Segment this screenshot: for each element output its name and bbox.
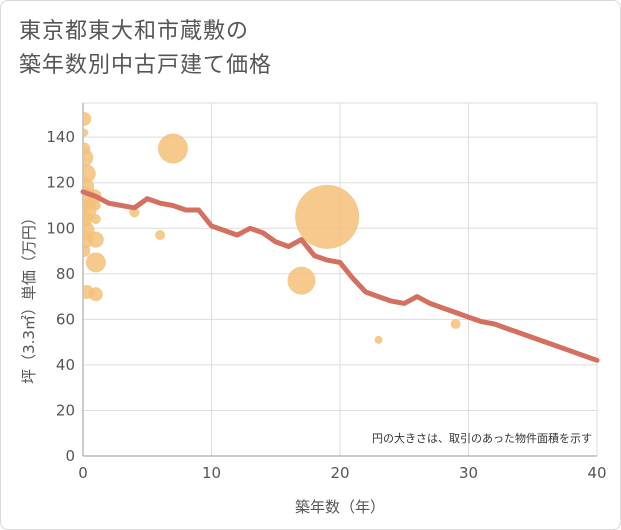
x-tick-label: 0: [78, 464, 88, 482]
tick-labels: 0 20 40 60 80 100 120 140 0 10 20 30 40: [46, 128, 606, 482]
bubble-point: [295, 184, 360, 249]
chart-title-line-2: 築年数別中古戸建て価格: [19, 53, 273, 78]
bubble-point: [450, 318, 461, 329]
x-tick-label: 20: [330, 464, 349, 482]
x-tick-label: 30: [459, 464, 478, 482]
bubble-point: [85, 252, 106, 273]
bubble-point: [83, 245, 91, 258]
y-tick-label: 140: [46, 128, 75, 146]
bubble-point: [90, 200, 101, 211]
chart-title-line-1: 東京都東大和市蔵敷の: [19, 19, 250, 44]
y-tick-label: 20: [56, 401, 75, 419]
y-axis-title: 坪（3.3㎡）単価（万円）: [20, 210, 38, 384]
bubble-point: [374, 335, 383, 344]
bubble-point: [83, 128, 89, 137]
bubble-size-note: 円の大きさは、取引のあった物件面積を示す: [372, 431, 592, 445]
bubble-point: [83, 148, 94, 167]
bubble-point: [155, 230, 166, 241]
bubble-point: [83, 111, 92, 126]
x-axis-title: 築年数（年）: [295, 498, 385, 516]
y-tick-label: 120: [46, 174, 75, 192]
y-tick-label: 60: [56, 310, 75, 328]
bubble-point: [90, 214, 101, 225]
bubble-point: [87, 231, 104, 248]
x-tick-label: 10: [202, 464, 221, 482]
trend-line-group: [80, 189, 600, 363]
y-tick-label: 100: [46, 219, 75, 237]
y-tick-label: 40: [56, 356, 75, 374]
y-tick-label: 80: [56, 265, 75, 283]
trend-line: [80, 189, 600, 363]
x-tick-label: 40: [587, 464, 606, 482]
chart-title: 東京都東大和市蔵敷の 築年数別中古戸建て価格: [19, 15, 272, 83]
bubble-point: [157, 133, 188, 164]
bubble-point: [88, 287, 103, 302]
grid-lines: [82, 102, 598, 457]
y-tick-label: 0: [65, 447, 75, 465]
bubble-point: [287, 266, 316, 295]
